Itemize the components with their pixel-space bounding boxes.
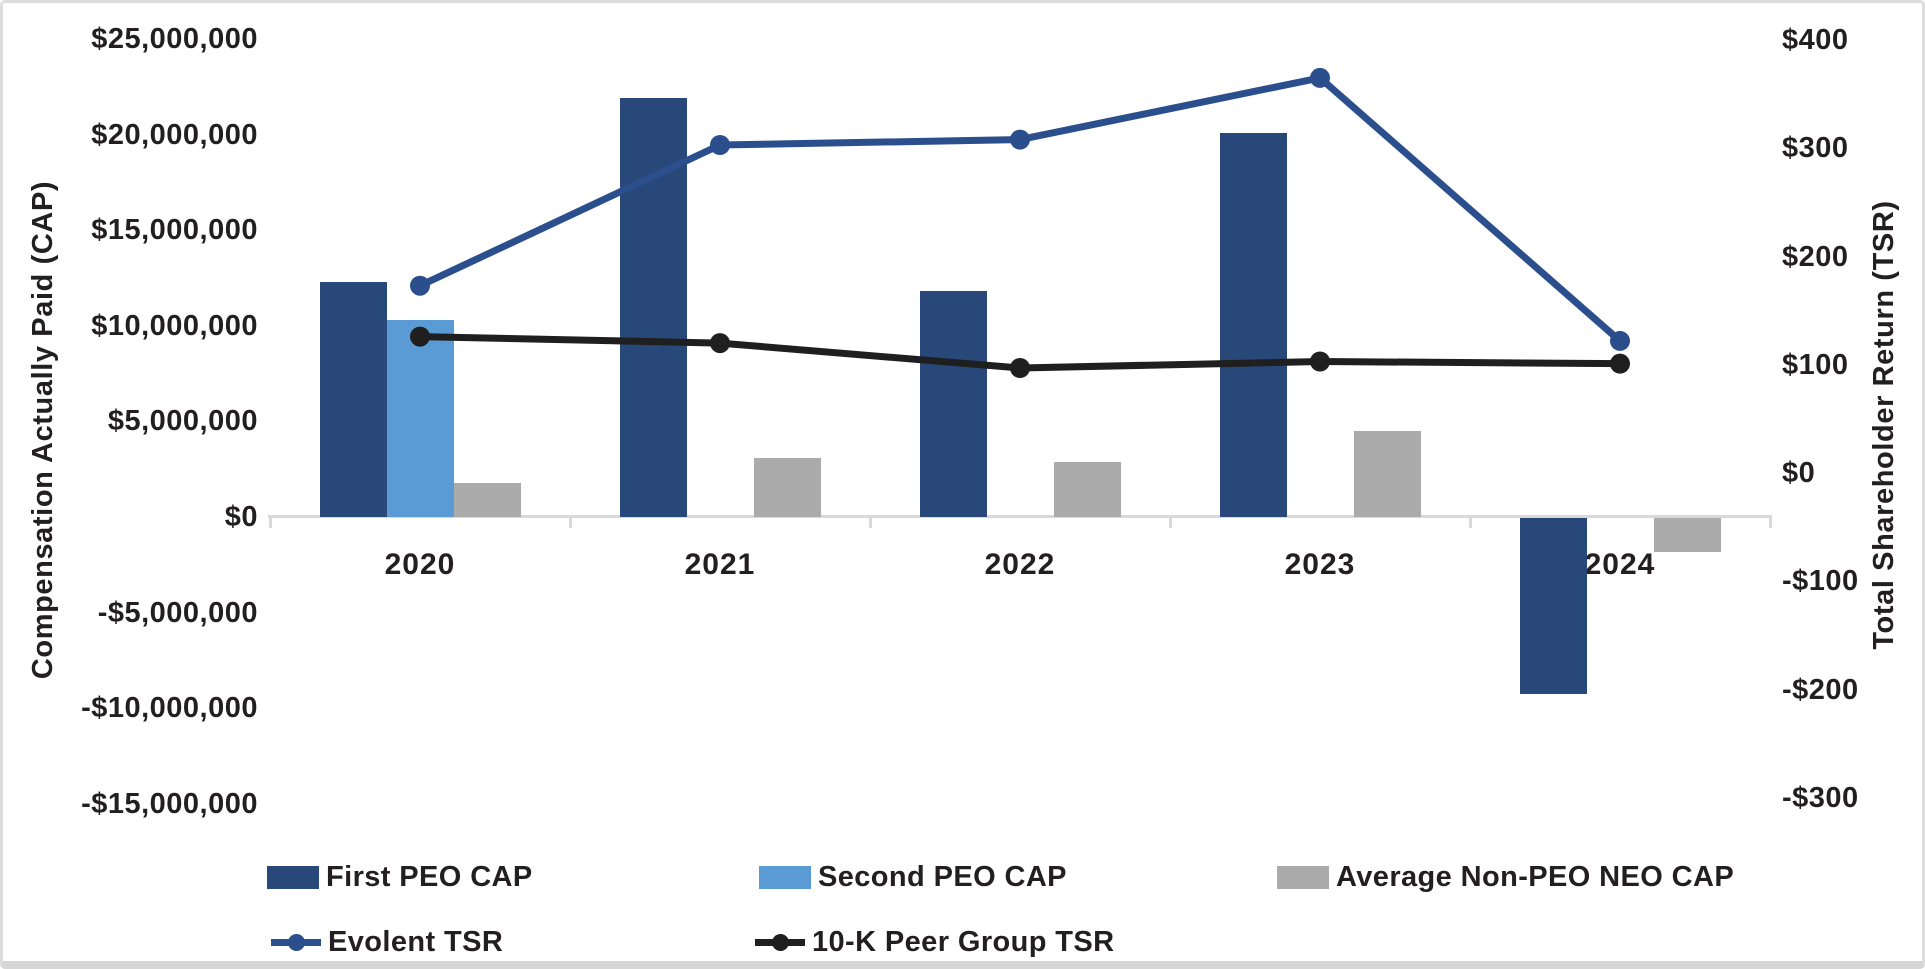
x-axis-tick (569, 515, 572, 528)
average-non-peo-neo-cap-swatch (1277, 866, 1329, 889)
right-axis-tick-label: $0 (1782, 457, 1816, 489)
x-axis-tick (1169, 515, 1172, 528)
legend-item-evolent-tsr: Evolent TSR (271, 926, 503, 959)
left-axis-tick-label: $15,000,000 (91, 214, 258, 247)
right-axis-tick-label: -$100 (1782, 565, 1859, 598)
x-axis-tick (269, 515, 272, 528)
bar-average-non-peo-neo-cap-2023 (1354, 430, 1421, 517)
bar-average-non-peo-neo-cap-2022 (1054, 461, 1121, 517)
point-10-k-peer-group-tsr (1010, 357, 1030, 378)
point-evolent-tsr (410, 275, 430, 296)
right-axis-tick-label: $300 (1782, 132, 1849, 165)
right-axis-tick-label: $200 (1782, 240, 1849, 273)
right-axis-tick-label: -$300 (1782, 781, 1859, 814)
legend-item-10k-peer-group-tsr: 10-K Peer Group TSR (755, 926, 1115, 959)
right-axis-tick-label: $400 (1782, 24, 1849, 56)
left-axis-tick-label: -$5,000,000 (97, 596, 258, 629)
bar-average-non-peo-neo-cap-2020 (454, 482, 521, 517)
left-axis-tick-label: -$10,000,000 (81, 692, 258, 725)
line-evolent-tsr (418, 74, 1623, 344)
x-axis-tick (1469, 515, 1472, 528)
bar-first-peo-cap-2020 (320, 281, 387, 517)
point-10-k-peer-group-tsr (1310, 351, 1330, 372)
bar-average-non-peo-neo-cap-2024 (1654, 518, 1721, 553)
point-evolent-tsr (1010, 129, 1030, 150)
bar-second-peo-cap-2020 (387, 320, 454, 517)
bar-first-peo-cap-2022 (920, 291, 987, 517)
x-axis-line (268, 515, 1772, 518)
right-axis-tick-label: $100 (1782, 348, 1849, 381)
legend-label: Average Non-PEO NEO CAP (1336, 861, 1735, 893)
x-axis-tick (869, 515, 872, 528)
x-axis-category-label: 2020 (384, 548, 456, 581)
legend-label: First PEO CAP (326, 861, 533, 893)
legend-item-second-peo-cap: Second PEO CAP (759, 861, 1067, 894)
left-axis-tick-label: $25,000,000 (91, 23, 258, 55)
left-axis-tick-label: $0 (224, 501, 258, 533)
point-evolent-tsr (1610, 330, 1630, 351)
first-peo-cap-swatch (267, 866, 319, 889)
legend-label: 10-K Peer Group TSR (812, 926, 1115, 958)
point-10-k-peer-group-tsr (710, 333, 730, 354)
point-evolent-tsr (1310, 67, 1330, 88)
evolent-tsr-line-marker (271, 931, 321, 954)
legend-label: Second PEO CAP (818, 861, 1067, 893)
point-10-k-peer-group-tsr (410, 326, 430, 347)
x-axis-category-label: 2024 (1584, 548, 1656, 581)
right-axis-tick-label: -$200 (1782, 673, 1859, 706)
legend-label: Evolent TSR (328, 926, 504, 958)
left-axis-tick-label: $20,000,000 (91, 118, 258, 151)
x-axis-category-label: 2021 (684, 548, 756, 581)
point-evolent-tsr (710, 135, 730, 156)
bar-first-peo-cap-2024 (1520, 518, 1587, 694)
second-peo-cap-swatch (759, 866, 811, 889)
legend-item-average-non-peo-neo-cap: Average Non-PEO NEO CAP (1277, 861, 1734, 894)
bar-average-non-peo-neo-cap-2021 (754, 457, 821, 517)
point-10-k-peer-group-tsr (1610, 353, 1630, 374)
x-axis-category-label: 2023 (1284, 548, 1356, 581)
bar-first-peo-cap-2023 (1220, 132, 1287, 517)
left-axis-tick-label: $5,000,000 (107, 405, 258, 438)
peer-group-tsr-line-marker (755, 931, 805, 954)
left-axis-tick-label: $10,000,000 (91, 309, 258, 342)
legend-item-first-peo-cap: First PEO CAP (267, 861, 533, 894)
left-axis-tick-label: -$15,000,000 (81, 787, 258, 820)
x-axis-tick (1769, 515, 1772, 528)
x-axis-category-label: 2022 (984, 548, 1056, 581)
